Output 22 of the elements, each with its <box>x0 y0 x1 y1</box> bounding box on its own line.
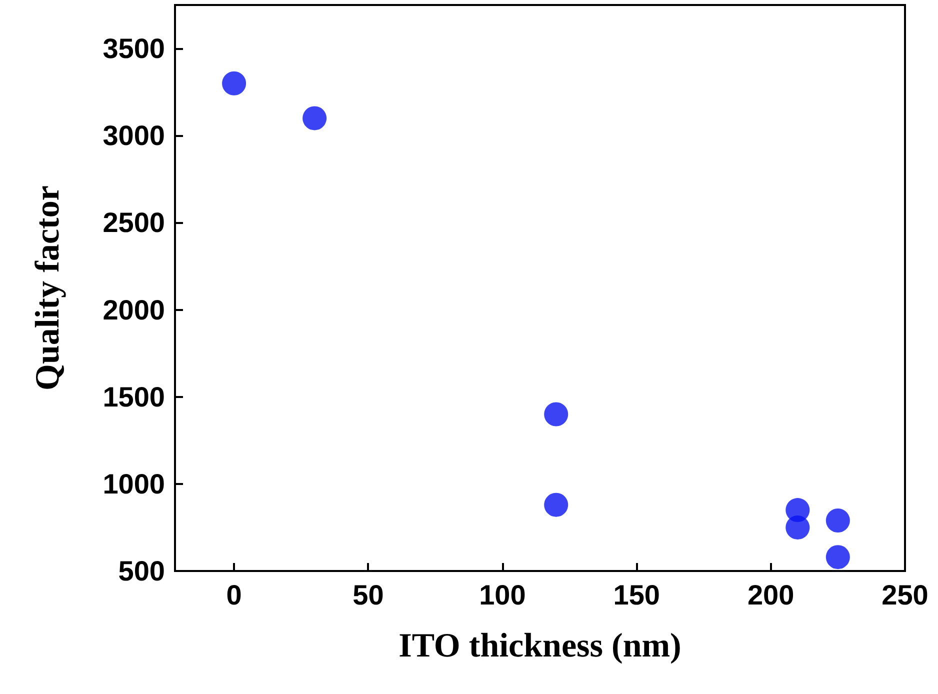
point <box>544 492 568 517</box>
y-tick-label: 2000 <box>102 294 165 326</box>
y-tick-label: 1000 <box>102 468 165 500</box>
x-axis-title: ITO thickness (nm) <box>398 628 682 664</box>
point <box>826 508 850 532</box>
point <box>544 402 568 426</box>
x-tick-label: 0 <box>226 580 242 610</box>
x-tick-label: 250 <box>882 580 928 610</box>
point <box>302 106 327 130</box>
point <box>826 545 850 570</box>
x-tick-label: 100 <box>479 580 526 610</box>
point <box>222 71 246 96</box>
y-tick-label: 3500 <box>102 33 165 64</box>
point <box>786 515 810 540</box>
y-tick-label: 2500 <box>102 207 165 238</box>
y-axis-title: Quality factor <box>30 186 66 390</box>
x-tick-label: 200 <box>747 580 794 610</box>
y-tick-label: 3000 <box>102 120 165 152</box>
x-tick-label: 50 <box>352 580 384 610</box>
y-tick-label: 1500 <box>102 381 165 412</box>
x-tick-label: 150 <box>613 580 660 610</box>
y-tick-label: 500 <box>118 556 165 586</box>
